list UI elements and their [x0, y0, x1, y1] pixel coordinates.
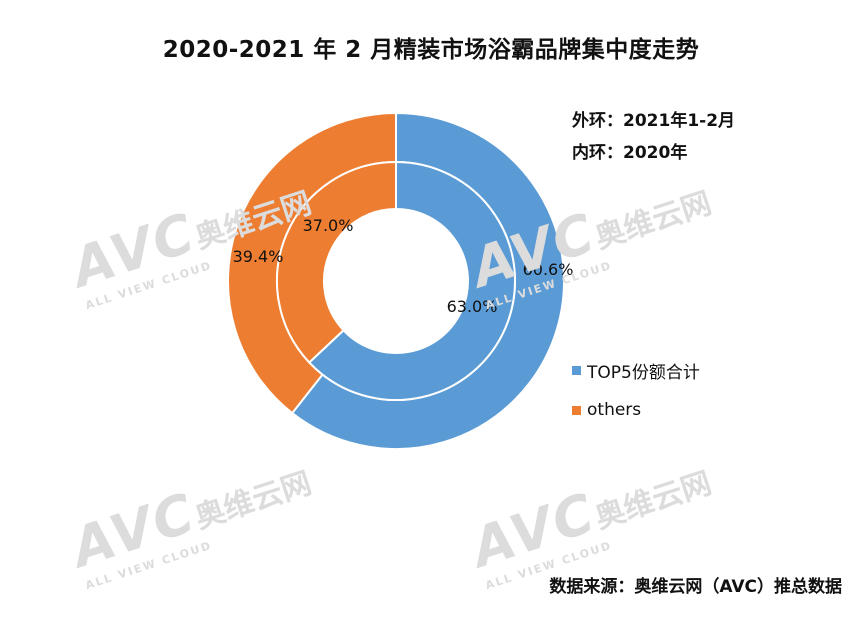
outer-data-label-others: 39.4% — [233, 247, 284, 266]
inner-ring-slice-top5 — [307, 160, 516, 401]
legend-label-top5: TOP5份额合计 — [587, 362, 700, 383]
legend-swatch-top5 — [572, 365, 581, 375]
legend-item-top5: TOP5份额合计 — [572, 358, 700, 383]
inner-data-label-others: 37.0% — [303, 216, 354, 235]
legend-label-others: others — [587, 400, 642, 420]
legend-item-others: others — [572, 398, 700, 422]
inner-ring-slice-others — [276, 160, 397, 364]
chart-title: 2020-2021 年 2 月精装市场浴霸品牌集中度走势 — [162, 37, 700, 63]
inner-data-label-top5: 63.0% — [447, 297, 498, 316]
legend-swatch-others — [572, 405, 581, 415]
outer-data-label-top5: 60.6% — [523, 260, 574, 279]
inner-ring-note: 内环：2020年 — [572, 143, 688, 163]
outer-ring-note: 外环：2021年1-2月 — [572, 111, 736, 131]
legend: TOP5份额合计 others — [572, 358, 700, 422]
data-source: 数据来源：奥维云网（AVC）推总数据 — [549, 577, 842, 597]
